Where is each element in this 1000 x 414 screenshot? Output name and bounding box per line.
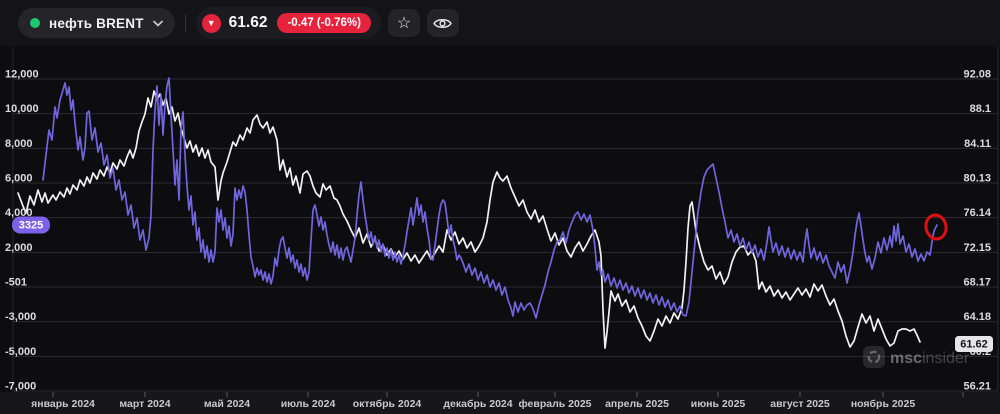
price-value-badge-text: 61.62 [960, 339, 988, 351]
chart-background [0, 46, 1000, 414]
x-tick-label: апрель 2025 [605, 398, 669, 410]
y-right-label: 68.17 [963, 277, 991, 289]
watermark: msc insider [863, 346, 970, 368]
indicator-value-badge-text: 3325 [19, 220, 43, 232]
y-left-label: 10,000 [5, 103, 39, 115]
y-left-label: 12,000 [5, 69, 39, 81]
x-tick-label: июнь 2025 [691, 398, 746, 410]
y-left-label: 4,000 [5, 207, 33, 219]
y-right-label: 88.1 [970, 103, 991, 115]
price-chart[interactable]: msc insider январь 2024 март 2024 май 2024 ию… [0, 46, 1000, 414]
y-right-label: 56.21 [963, 381, 991, 393]
header-divider [184, 14, 186, 32]
x-tick-label: январь 2024 [31, 398, 95, 410]
y-right-label: 84.11 [964, 138, 991, 150]
star-icon: ☆ [396, 15, 412, 32]
y-left-label: 2,000 [5, 242, 33, 254]
y-right-label: 80.13 [963, 173, 991, 185]
x-tick-label: октябрь 2024 [353, 398, 422, 410]
eye-icon [433, 18, 453, 28]
chevron-down-icon [152, 20, 163, 27]
indicator-value-badge [12, 216, 50, 234]
watchlist-button[interactable] [426, 9, 459, 37]
x-tick-label: май 2024 [204, 398, 250, 410]
y-left-label: 6,000 [5, 173, 33, 185]
watermark-text-light: insider [922, 350, 970, 367]
x-tick-label: декабрь 2024 [443, 398, 512, 410]
quote-group: ▼ 61.62 -0.47 (-0.76%) [195, 7, 381, 39]
x-tick-label: август 2025 [770, 398, 830, 410]
y-right-label: 92.08 [963, 69, 991, 81]
y-left-label: -5,000 [5, 346, 36, 358]
x-tick-label: март 2024 [119, 398, 170, 410]
y-left-label: -3,000 [5, 311, 36, 323]
last-price: 61.62 [228, 14, 268, 31]
highlight-circle-annotation [924, 213, 948, 241]
x-tick-label: февраль 2025 [519, 398, 592, 410]
y-right-label: 64.18 [963, 311, 991, 323]
instrument-selector[interactable]: нефть BRENT [18, 8, 175, 38]
price-down-icon: ▼ [201, 13, 221, 33]
y-right-label: 72.15 [963, 242, 991, 254]
price-value-badge [955, 336, 993, 352]
x-tick-label: ноябрь 2025 [851, 398, 916, 410]
x-axis-strip [0, 392, 1000, 414]
y-left-label: 8,000 [5, 138, 33, 150]
change-badge: -0.47 (-0.76%) [277, 13, 371, 33]
price-line [17, 90, 921, 349]
indicator-line [42, 77, 938, 319]
y-right-label: 76.14 [963, 207, 991, 219]
instrument-name: нефть BRENT [49, 15, 144, 31]
favorite-button[interactable]: ☆ [387, 9, 420, 37]
status-dot-icon [30, 18, 40, 28]
y-left-label: -501 [5, 277, 27, 289]
x-tick-label: июль 2024 [281, 398, 336, 410]
watermark-text-bold: msc [890, 350, 922, 367]
y-left-label: -7,000 [5, 381, 36, 393]
instrument-header: нефть BRENT ▼ 61.62 -0.47 (-0.76%) ☆ [0, 0, 1000, 47]
